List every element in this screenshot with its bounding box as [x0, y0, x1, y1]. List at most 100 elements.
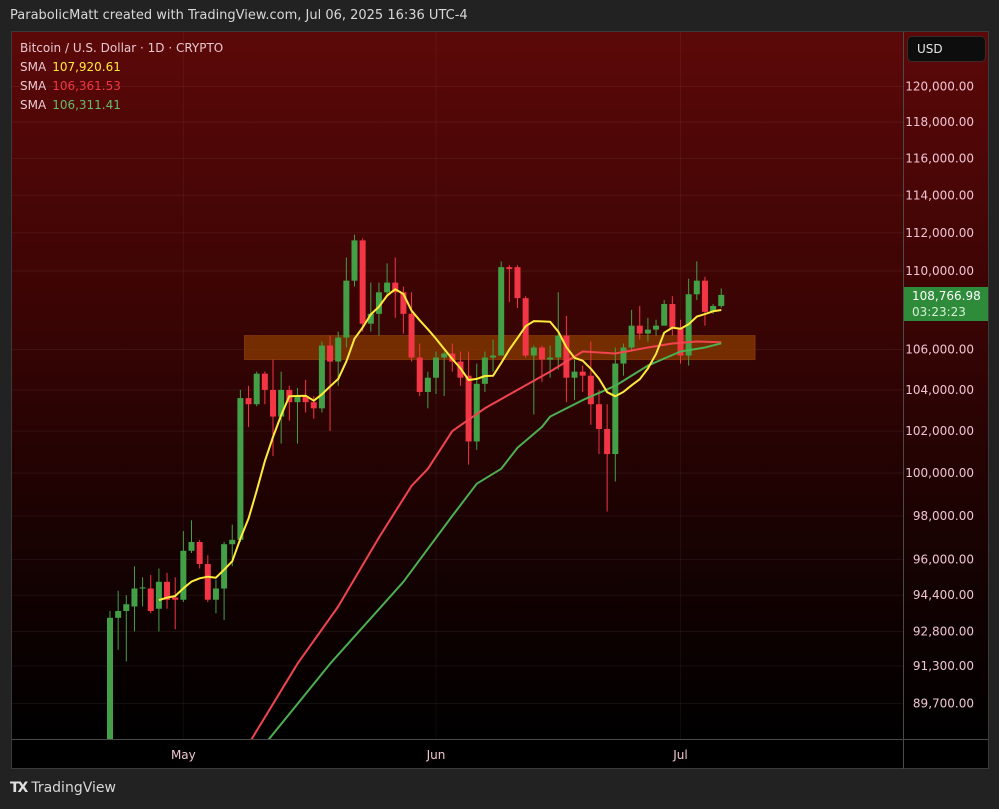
candle-up: [653, 319, 660, 336]
candle-down: [604, 404, 611, 512]
price-tick-label: 89,700.00: [913, 697, 974, 711]
candle-down: [147, 575, 154, 614]
candle-down: [359, 238, 366, 332]
sma-yellow-line: [158, 288, 722, 602]
candle-down: [587, 341, 594, 425]
sma-value: 106,311.41: [52, 98, 121, 112]
price-tick-label: 94,400.00: [913, 588, 974, 602]
sma-lines: [158, 288, 722, 739]
candle-up: [375, 282, 382, 336]
candle-body: [604, 428, 611, 455]
candle-up: [212, 579, 219, 614]
candle-body: [490, 355, 497, 358]
candle-up: [433, 351, 439, 394]
price-tick-label: 110,000.00: [905, 264, 974, 278]
candle-body: [327, 345, 334, 362]
candle-down: [172, 577, 179, 630]
candle-body: [180, 550, 187, 600]
candle-up: [180, 531, 187, 602]
candle-body: [693, 280, 700, 295]
candle-body: [424, 377, 431, 392]
candle-body: [221, 544, 228, 589]
chart-frame: [11, 31, 989, 769]
currency-button[interactable]: USD: [907, 36, 986, 62]
candle-body: [718, 294, 725, 306]
price-tick-label: 98,000.00: [913, 509, 974, 523]
bar-countdown: 03:23:23: [912, 304, 966, 319]
legend-sma-yellow[interactable]: SMA 107,920.61: [20, 58, 223, 77]
candle-up: [473, 363, 480, 450]
candle-body: [433, 357, 439, 378]
candle-up: [441, 351, 448, 397]
candle-up: [384, 263, 391, 297]
candle-body: [237, 398, 244, 540]
candle-body: [229, 539, 236, 545]
candle-down: [465, 351, 472, 465]
candle-up: [278, 371, 285, 444]
candle-body: [367, 313, 374, 324]
candle-body: [587, 375, 594, 405]
candle-up: [351, 234, 358, 287]
candle-body: [343, 280, 350, 338]
time-tick-label: May: [171, 748, 196, 762]
candle-down: [164, 572, 171, 609]
candle-body: [335, 337, 342, 362]
candle-up: [318, 341, 325, 413]
candle-body: [351, 240, 358, 281]
candle-body: [579, 371, 586, 376]
candle-body: [661, 304, 668, 326]
candles: [107, 234, 725, 739]
candle-body: [131, 588, 138, 607]
sma-green-line: [267, 342, 722, 739]
sma-value: 106,361.53: [52, 79, 121, 93]
chart-pane[interactable]: [12, 32, 903, 739]
price-tick-label: 106,000.00: [905, 343, 974, 357]
candle-up: [424, 371, 431, 409]
candle-up: [237, 389, 244, 543]
candle-body: [416, 357, 423, 392]
candle-body: [107, 617, 113, 739]
candle-down: [245, 385, 252, 427]
candle-up: [612, 347, 619, 482]
candle-body: [408, 313, 415, 358]
candle-body: [172, 597, 179, 600]
brand-name[interactable]: TradingView: [31, 780, 116, 796]
legend-sma-green[interactable]: SMA 106,311.41: [20, 96, 223, 115]
candle-body: [669, 304, 676, 328]
candle-body: [204, 564, 211, 600]
candle-body: [188, 542, 195, 551]
candle-body: [310, 402, 317, 409]
candle-body: [530, 347, 537, 356]
candle-down: [196, 539, 203, 569]
sma-value: 107,920.61: [52, 60, 121, 74]
candle-body: [538, 347, 545, 360]
candle-down: [514, 265, 521, 308]
candle-up: [131, 566, 138, 632]
candle-body: [139, 587, 146, 589]
candle-body: [164, 581, 171, 600]
time-axis[interactable]: [12, 740, 988, 768]
time-tick-label: Jun: [426, 748, 446, 762]
candle-body: [253, 373, 260, 405]
sma-label: SMA: [20, 79, 47, 93]
candle-body: [115, 611, 122, 618]
candle-down: [677, 319, 684, 364]
candle-down: [392, 257, 399, 318]
candle-body: [147, 588, 154, 612]
candle-up: [115, 590, 122, 650]
candle-up: [693, 261, 700, 301]
legend-sma-red[interactable]: SMA 106,361.53: [20, 77, 223, 96]
time-tick-label: Jul: [672, 748, 687, 762]
price-axis-labels: 120,000.00 118,000.00 116,000.00 114,000.00…: [905, 80, 974, 711]
candle-body: [710, 305, 717, 312]
last-price-value: 108,766.98: [912, 288, 981, 303]
symbol-title[interactable]: Bitcoin / U.S. Dollar · 1D · CRYPTO: [20, 41, 224, 55]
candle-down: [669, 296, 676, 336]
candle-body: [400, 292, 407, 314]
candle-body: [555, 335, 562, 358]
candle-body: [318, 345, 325, 409]
candle-up: [123, 595, 130, 662]
price-axis[interactable]: [904, 32, 988, 739]
candle-up: [343, 257, 350, 348]
tradingview-logo-icon[interactable]: 𝗧𝗫: [10, 780, 28, 796]
